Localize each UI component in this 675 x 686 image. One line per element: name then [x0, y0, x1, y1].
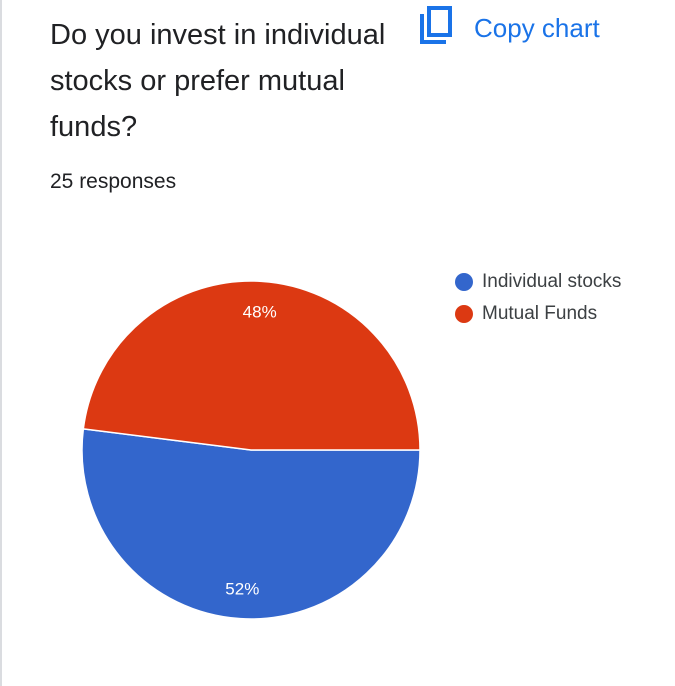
question-title: Do you invest in individual stocks or pr…	[50, 19, 386, 143]
pie-slice-label-1: 48%	[243, 303, 277, 322]
legend-dot-0	[455, 273, 473, 291]
copy-chart-label: Copy chart	[474, 12, 600, 43]
pie-slice-1[interactable]	[82, 280, 421, 451]
copy-icon	[420, 5, 474, 51]
copy-chart-button[interactable]: Copy chart	[420, 5, 600, 51]
legend-item-1: Mutual Funds	[455, 298, 621, 330]
pie-slice-0[interactable]	[81, 427, 421, 620]
pie-slice-label-0: 52%	[225, 579, 259, 598]
legend-dot-1	[455, 305, 473, 323]
card-left-border	[0, 0, 2, 686]
legend-item-0: Individual stocks	[455, 266, 621, 298]
chart-legend: Individual stocks Mutual Funds	[455, 266, 621, 330]
legend-label-0: Individual stocks	[482, 271, 622, 292]
legend-label-1: Mutual Funds	[482, 303, 598, 324]
response-count: 25 responses	[50, 170, 177, 193]
